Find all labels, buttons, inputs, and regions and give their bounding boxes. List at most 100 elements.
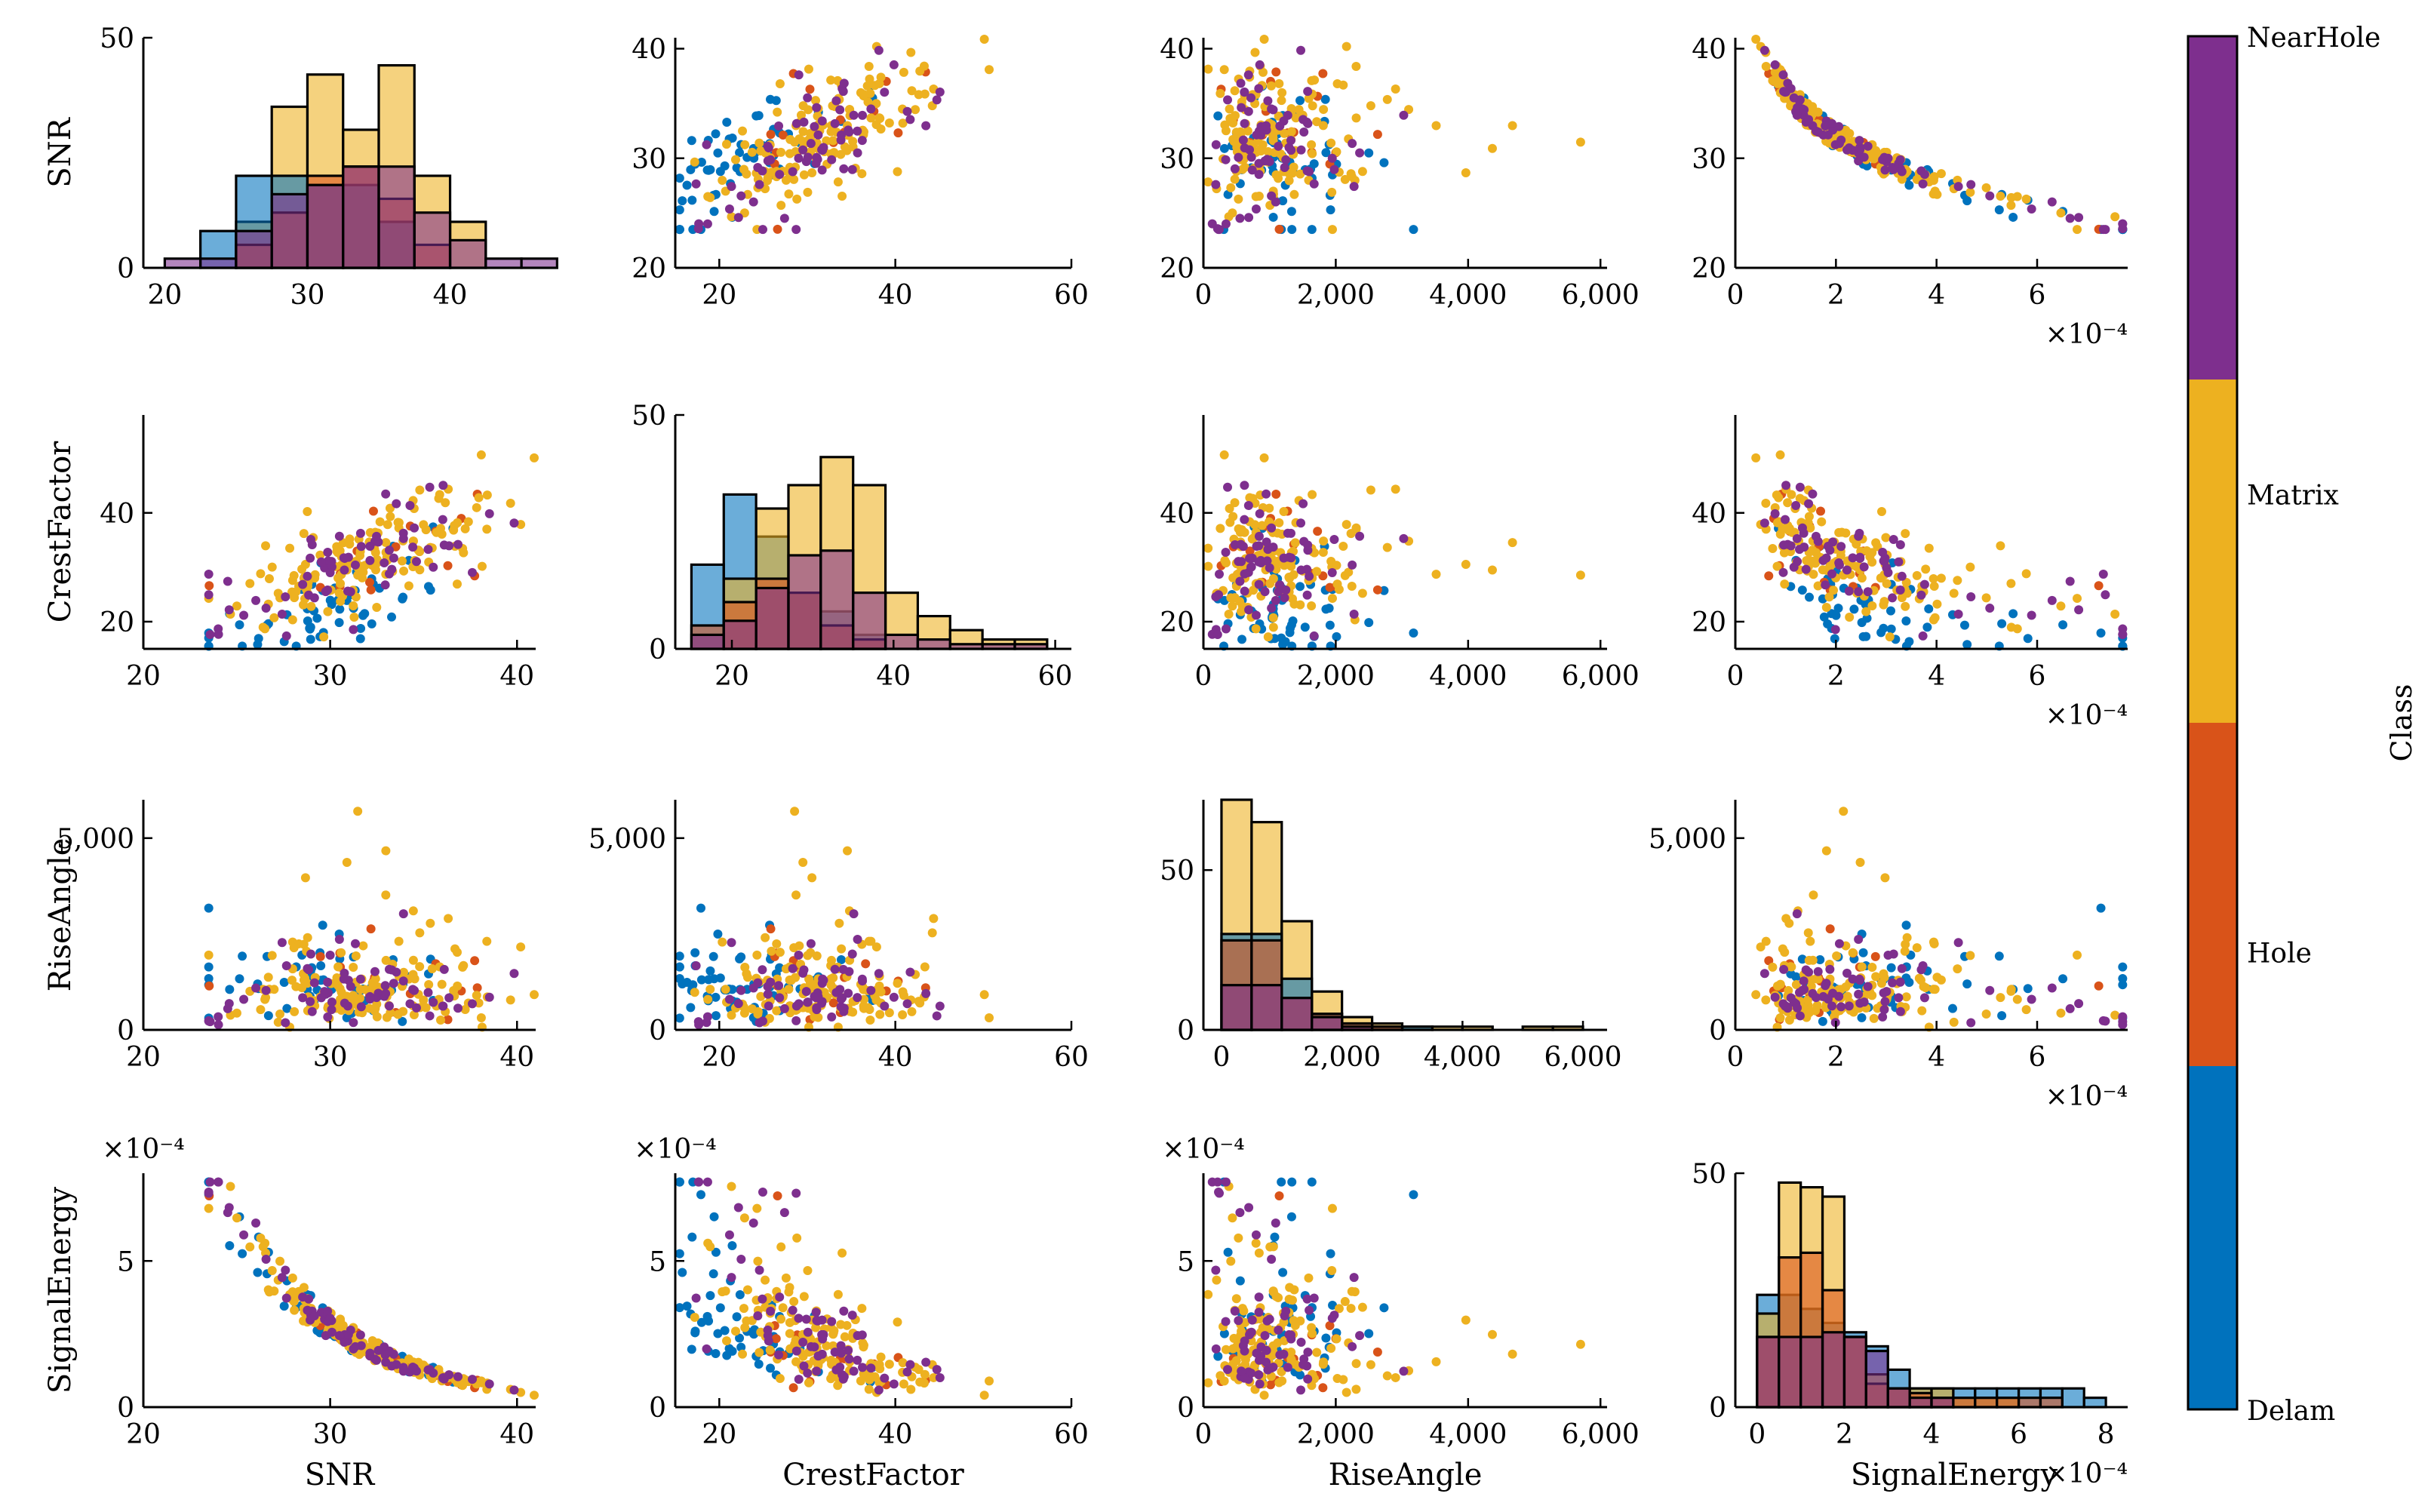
scatter-point-matrix bbox=[299, 600, 309, 610]
scatter-point-nearhole bbox=[372, 531, 382, 541]
scatter-point-matrix bbox=[1259, 35, 1269, 44]
scatter-point-delam bbox=[1409, 628, 1418, 638]
scatter-point-delam bbox=[238, 951, 247, 961]
scatter-point-nearhole bbox=[1212, 629, 1222, 639]
scatter-point-delam bbox=[355, 634, 365, 644]
scatter-point-nearhole bbox=[1211, 1265, 1221, 1275]
scatter-point-nearhole bbox=[1781, 481, 1791, 490]
scatter-point-nearhole bbox=[2074, 213, 2084, 223]
scatter-point-matrix bbox=[837, 1248, 847, 1258]
hist-bar-hole bbox=[2017, 1396, 2042, 1409]
scatter-point-nearhole bbox=[1355, 148, 1365, 158]
scatter-point-matrix bbox=[1391, 84, 1400, 94]
scatter-point-hole bbox=[805, 85, 815, 94]
scatter-point-matrix bbox=[1880, 873, 1890, 883]
scatter-point-nearhole bbox=[398, 909, 408, 919]
scatter-point-matrix bbox=[204, 1203, 214, 1213]
scatter-point-nearhole bbox=[1897, 571, 1907, 581]
scatter-point-matrix bbox=[1949, 589, 1959, 598]
scatter-point-matrix bbox=[310, 570, 320, 579]
scatter-point-matrix bbox=[334, 589, 344, 598]
scatter-point-matrix bbox=[530, 453, 539, 463]
scatter-point-matrix bbox=[703, 994, 713, 1004]
scatter-point-nearhole bbox=[1811, 531, 1821, 541]
scatter-point-matrix bbox=[441, 498, 450, 508]
scatter-point-nearhole bbox=[1786, 541, 1796, 551]
scatter-point-matrix bbox=[1228, 601, 1237, 611]
y-tick-label: 20 bbox=[1692, 254, 1726, 284]
scatter-point-matrix bbox=[884, 1008, 894, 1018]
scatter-point-matrix bbox=[232, 1213, 241, 1223]
scatter-point-matrix bbox=[1861, 607, 1871, 616]
scatter-point-matrix bbox=[1575, 137, 1585, 147]
scatter-point-matrix bbox=[1341, 1388, 1351, 1397]
scatter-point-nearhole bbox=[831, 96, 841, 106]
scatter-point-delam bbox=[1959, 620, 1969, 630]
scatter-point-matrix bbox=[1327, 1266, 1337, 1276]
scatter-point-matrix bbox=[472, 502, 481, 512]
scatter-point-matrix bbox=[1203, 1378, 1213, 1388]
scatter-point-hole bbox=[472, 983, 482, 993]
scatter-point-matrix bbox=[752, 950, 762, 960]
scatter-point-nearhole bbox=[1255, 1379, 1265, 1389]
scatter-point-matrix bbox=[920, 89, 930, 99]
scatter-point-matrix bbox=[408, 970, 418, 979]
scatter-point-nearhole bbox=[1830, 625, 1840, 635]
scatter-point-nearhole bbox=[1254, 84, 1264, 94]
scatter-point-nearhole bbox=[323, 585, 333, 595]
scatter-point-nearhole bbox=[307, 539, 317, 549]
scatter-point-nearhole bbox=[1268, 542, 1278, 552]
scatter-point-nearhole bbox=[281, 592, 290, 602]
x-tick-label: 2 bbox=[1827, 1042, 1845, 1073]
x-tick-label: 20 bbox=[126, 1042, 161, 1073]
scatter-point-nearhole bbox=[2118, 629, 2128, 639]
x-exponent-label: ×10⁻⁴ bbox=[2045, 1081, 2128, 1112]
scatter-point-nearhole bbox=[261, 604, 271, 613]
scatter-point-nearhole bbox=[1230, 1306, 1240, 1316]
scatter-point-nearhole bbox=[1303, 1374, 1313, 1384]
scatter-point-nearhole bbox=[214, 1177, 223, 1187]
scatter-point-delam bbox=[305, 624, 315, 634]
scatter-point-delam bbox=[713, 1329, 723, 1338]
scatter-point-nearhole bbox=[836, 1348, 846, 1358]
hist-bar-nearhole bbox=[1908, 1396, 1933, 1409]
scatter-point-matrix bbox=[775, 948, 785, 957]
scatter-point-nearhole bbox=[408, 542, 418, 552]
scatter-point-matrix bbox=[1203, 543, 1213, 553]
scatter-point-nearhole bbox=[355, 528, 365, 538]
scatter-point-matrix bbox=[1277, 1376, 1287, 1386]
y-exponent-label: ×10⁻⁴ bbox=[1162, 1134, 1244, 1165]
y-tick-label: 20 bbox=[1160, 607, 1194, 638]
hist-bar-nearhole bbox=[1778, 1335, 1802, 1409]
scatter-point-delam bbox=[1849, 604, 1859, 614]
scatter-point-nearhole bbox=[365, 1348, 375, 1358]
scatter-point-nearhole bbox=[1254, 158, 1264, 168]
scatter-point-matrix bbox=[1996, 541, 2005, 551]
scatter-point-matrix bbox=[1351, 524, 1361, 534]
scatter-point-matrix bbox=[864, 1384, 874, 1394]
x-tick-label: 2 bbox=[1827, 280, 1845, 311]
y-tick-label: 50 bbox=[1692, 1159, 1726, 1190]
scatter-point-matrix bbox=[1346, 1304, 1356, 1314]
scatter-point-nearhole bbox=[323, 1012, 333, 1022]
scatter-point-nearhole bbox=[423, 545, 433, 555]
scatter-point-matrix bbox=[1225, 104, 1234, 114]
scatter-point-delam bbox=[1268, 212, 1278, 222]
scatter-point-matrix bbox=[784, 1287, 794, 1297]
scatter-point-delam bbox=[263, 1011, 273, 1021]
scatter-point-matrix bbox=[833, 1289, 843, 1299]
y-tick-label: 0 bbox=[649, 1016, 666, 1046]
scatter-point-matrix bbox=[742, 973, 752, 982]
scatter-point-nearhole bbox=[847, 164, 857, 174]
x-tick-label: 4,000 bbox=[1429, 280, 1507, 311]
scatter-point-nearhole bbox=[1268, 1363, 1278, 1372]
scatter-point-matrix bbox=[1981, 593, 1991, 603]
scatter-point-delam bbox=[1830, 634, 1839, 644]
scatter-point-nearhole bbox=[733, 213, 743, 223]
scatter-point-nearhole bbox=[1793, 557, 1802, 567]
scatter-point-delam bbox=[678, 1268, 687, 1277]
scatter-point-nearhole bbox=[1778, 70, 1788, 80]
scatter-point-nearhole bbox=[1953, 182, 1963, 192]
